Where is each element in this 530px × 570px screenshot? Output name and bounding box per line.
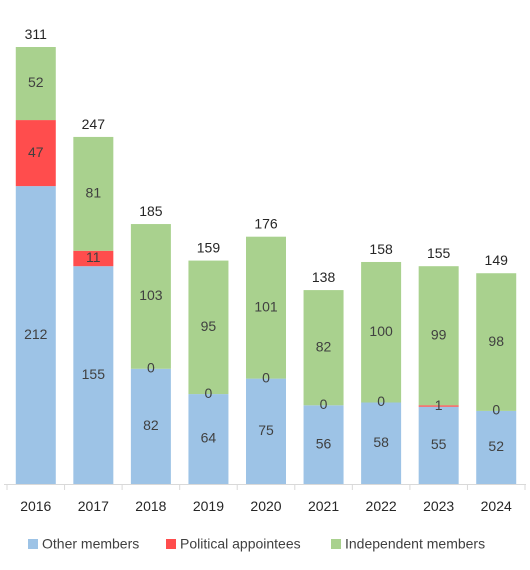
data-label: 47	[28, 144, 44, 160]
data-label: 99	[431, 326, 447, 342]
total-label: 311	[25, 26, 48, 42]
data-label: 0	[492, 402, 500, 418]
total-label: 247	[82, 116, 106, 132]
legend-label: Other members	[42, 536, 139, 552]
data-label: 64	[201, 430, 217, 446]
data-label: 81	[86, 185, 102, 201]
total-label: 176	[254, 216, 278, 232]
total-label: 158	[369, 241, 393, 257]
total-label: 138	[312, 269, 336, 285]
legend-swatch	[166, 539, 176, 549]
legend: Other members Political appointees Indepen…	[28, 536, 485, 552]
data-label: 101	[254, 298, 278, 314]
bar-segment	[15, 186, 56, 485]
bar-segment	[246, 236, 286, 379]
legend-item: Independent members	[331, 536, 485, 552]
data-label: 103	[139, 287, 163, 303]
data-label: 11	[86, 249, 101, 265]
data-label: 82	[143, 417, 159, 433]
data-label: 52	[28, 74, 44, 90]
data-label: 0	[320, 396, 328, 412]
data-label: 0	[262, 369, 270, 385]
bar-segment	[130, 368, 171, 484]
bar-segment	[418, 405, 459, 407]
data-label: 212	[24, 326, 48, 342]
data-label: 55	[431, 436, 447, 452]
total-label: 149	[485, 252, 509, 268]
x-tick-label: 2023	[423, 498, 454, 514]
data-label: 0	[205, 385, 213, 401]
bars-group	[15, 47, 517, 485]
bar-segment	[188, 260, 229, 395]
data-label: 58	[373, 434, 389, 450]
legend-label: Independent members	[345, 536, 485, 552]
data-label: 100	[369, 323, 393, 339]
bar-segment	[15, 120, 56, 187]
bar-segment	[73, 250, 114, 267]
bar-segment	[246, 378, 286, 484]
bar-segment	[476, 410, 517, 484]
x-tick-label: 2020	[250, 498, 281, 514]
total-label: 185	[139, 203, 163, 219]
data-labels-group: 2124752311201615511812472017820103185201…	[20, 26, 512, 514]
bar-segment	[361, 261, 402, 403]
bar-segment	[303, 290, 344, 406]
x-tick-label: 2024	[481, 498, 512, 514]
data-label: 52	[488, 438, 504, 454]
legend-item: Other members	[28, 536, 139, 552]
x-tick-label: 2017	[78, 498, 109, 514]
bar-segment	[73, 136, 114, 251]
data-label: 56	[316, 435, 332, 451]
x-tick-label: 2018	[135, 498, 166, 514]
bar-segment	[188, 394, 229, 484]
data-label: 98	[488, 333, 504, 349]
legend-label: Political appointees	[180, 536, 301, 552]
x-tick-label: 2016	[20, 498, 51, 514]
data-label: 0	[147, 359, 155, 375]
bar-segment	[130, 224, 171, 369]
total-label: 159	[197, 240, 221, 256]
legend-swatch	[331, 539, 341, 549]
bar-segment	[418, 266, 459, 406]
x-tick-label: 2022	[366, 498, 397, 514]
x-tick-label: 2021	[308, 498, 339, 514]
data-label: 95	[201, 318, 217, 334]
bar-segment	[476, 273, 517, 411]
legend-swatch	[28, 539, 38, 549]
data-label: 82	[316, 338, 332, 354]
legend-item: Political appointees	[166, 536, 301, 552]
bar-segment	[73, 266, 114, 484]
data-label: 75	[258, 422, 274, 438]
x-tick-label: 2019	[193, 498, 224, 514]
data-label: 1	[435, 397, 443, 413]
data-label: 0	[377, 393, 385, 409]
bar-segment	[361, 402, 402, 484]
bar-segment	[418, 406, 459, 484]
bar-segment	[15, 47, 56, 121]
total-label: 155	[427, 245, 451, 261]
data-label: 155	[82, 366, 106, 382]
bar-segment	[303, 405, 344, 484]
